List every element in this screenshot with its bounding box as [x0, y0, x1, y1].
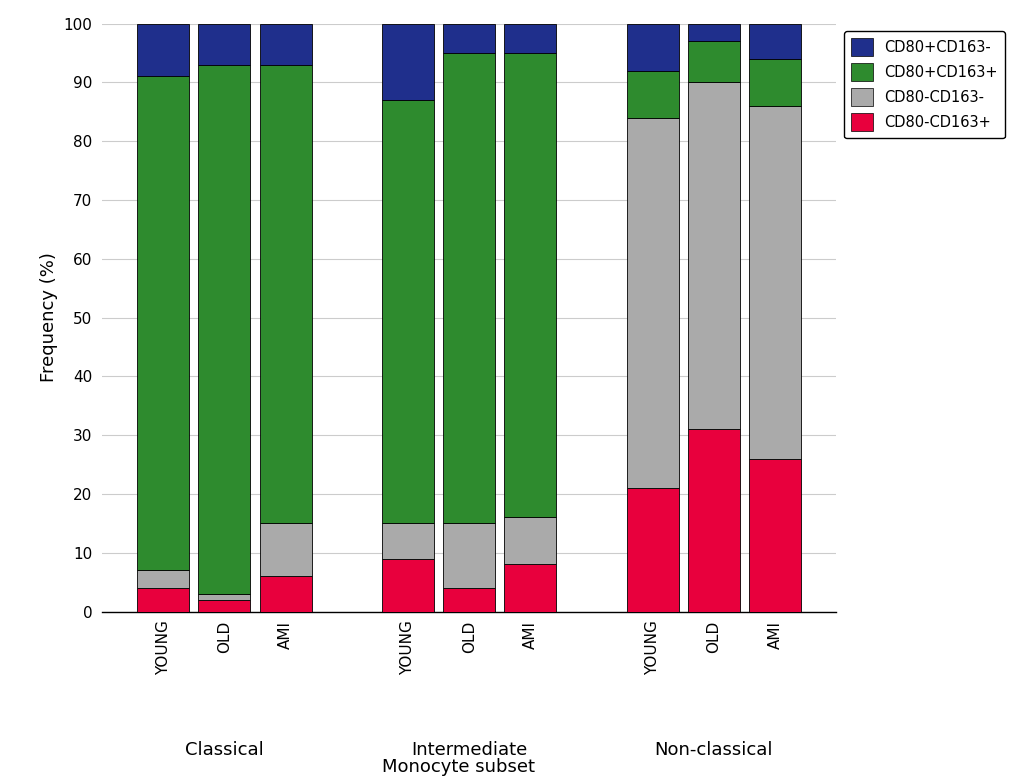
Bar [687, 41, 740, 82]
Bar [626, 24, 679, 71]
Legend: CD80+CD163-, CD80+CD163+, CD80-CD163-, CD80-CD163+: CD80+CD163-, CD80+CD163+, CD80-CD163-, C… [843, 31, 1005, 139]
Bar [687, 24, 740, 41]
Text: Intermediate: Intermediate [411, 741, 527, 759]
Bar [504, 24, 556, 53]
Text: Monocyte subset: Monocyte subset [382, 758, 535, 776]
Bar [138, 24, 190, 77]
Bar [626, 71, 679, 118]
Bar [382, 24, 434, 100]
Bar [504, 517, 556, 564]
Bar [443, 588, 495, 612]
Bar [687, 82, 740, 430]
Bar [259, 24, 312, 65]
Bar [199, 600, 251, 612]
Bar [626, 118, 679, 488]
Bar [504, 53, 556, 517]
Bar [138, 77, 190, 571]
Bar [199, 594, 251, 600]
Bar [443, 53, 495, 524]
Bar [626, 488, 679, 612]
Y-axis label: Frequency (%): Frequency (%) [40, 252, 58, 383]
Bar [748, 459, 801, 612]
Bar [259, 524, 312, 576]
Bar [748, 59, 801, 106]
Text: Classical: Classical [184, 741, 264, 759]
Bar [748, 24, 801, 59]
Bar [748, 106, 801, 459]
Bar [259, 65, 312, 524]
Bar [504, 564, 556, 612]
Bar [199, 65, 251, 594]
Bar [443, 24, 495, 53]
Text: Non-classical: Non-classical [654, 741, 772, 759]
Bar [382, 559, 434, 612]
Bar [138, 588, 190, 612]
Bar [382, 524, 434, 559]
Bar [259, 576, 312, 612]
Bar [138, 571, 190, 588]
Bar [687, 430, 740, 612]
Bar [199, 24, 251, 65]
Bar [443, 524, 495, 588]
Bar [382, 100, 434, 524]
